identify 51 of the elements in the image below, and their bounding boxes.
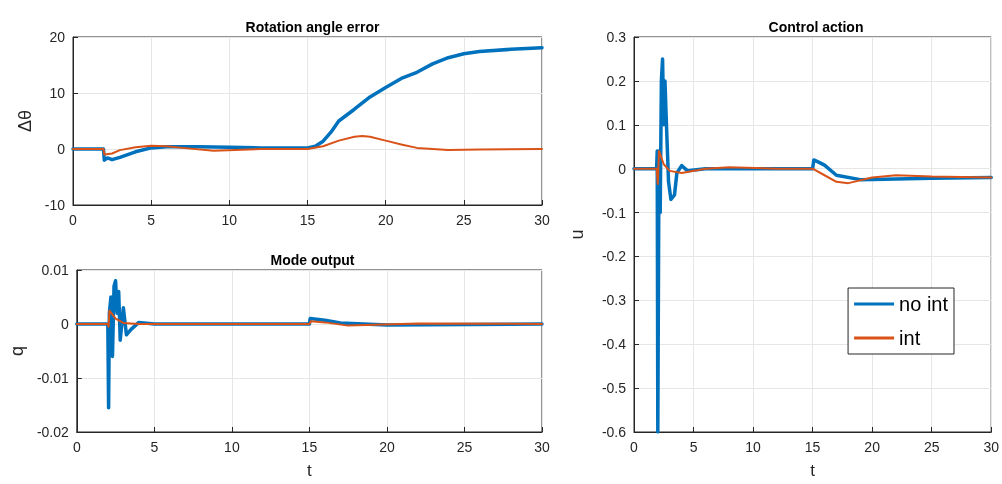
x-tick-label: 10 [745, 439, 762, 455]
y-tick-label: 20 [49, 29, 66, 45]
x-tick-label: 30 [534, 439, 550, 455]
x-tick-label: 20 [379, 439, 395, 455]
x-tick-label: 30 [534, 212, 550, 228]
y-tick-label: 0.1 [606, 116, 627, 133]
y-tick-label: -0.1 [601, 204, 627, 221]
y-tick-label: 0 [61, 316, 70, 332]
chart-title: Control action [768, 19, 864, 35]
x-tick-label: 10 [221, 212, 238, 228]
x-tick-label: 10 [224, 439, 240, 455]
x-tick-label: 15 [301, 439, 318, 455]
x-tick-label: 15 [804, 439, 821, 455]
x-tick-label: 20 [864, 439, 881, 455]
y-tick-label: -0.2 [601, 248, 627, 265]
y-tick-label: 0.01 [41, 262, 70, 278]
x-tick-label: 15 [299, 212, 316, 228]
y-tick-label: -0.5 [601, 380, 627, 397]
y-tick-label: 0.2 [606, 72, 627, 89]
y-tick-label: -0.02 [36, 424, 70, 440]
x-axis-title: t [810, 461, 816, 480]
x-tick-label: 0 [630, 439, 639, 455]
y-tick-label: 0 [618, 160, 627, 177]
line-series [633, 150, 993, 186]
y-tick-label: -0.3 [601, 292, 627, 309]
legend-label: int [899, 327, 921, 349]
y-tick-label: 0 [57, 141, 66, 157]
x-tick-label: 5 [150, 439, 159, 455]
line-series [75, 309, 543, 328]
chart-title: Mode output [270, 252, 355, 268]
y-tick-label: -0.6 [601, 424, 627, 440]
y-axis-title: Δθ [14, 109, 35, 133]
y-tick-label: 10 [49, 85, 66, 101]
x-tick-label: 25 [456, 212, 472, 228]
x-tick-label: 25 [923, 439, 940, 455]
x-tick-label: 5 [147, 212, 156, 228]
y-tick-label: -10 [44, 197, 66, 213]
y-tick-label: 0.3 [606, 29, 627, 45]
chart-title: Rotation angle error [245, 19, 380, 35]
x-tick-label: 25 [456, 439, 473, 455]
x-tick-label: 5 [689, 439, 698, 455]
x-axis-title: t [307, 461, 313, 480]
line-series [72, 135, 543, 156]
y-axis-title: q [7, 345, 27, 357]
legend-label: no int [899, 293, 949, 315]
y-tick-label: -0.4 [601, 336, 627, 353]
y-tick-label: -0.01 [36, 370, 70, 386]
x-tick-label: 20 [377, 212, 394, 228]
y-axis-title: u [567, 229, 587, 240]
x-tick-label: 0 [72, 439, 81, 455]
x-tick-label: 30 [983, 439, 1000, 455]
